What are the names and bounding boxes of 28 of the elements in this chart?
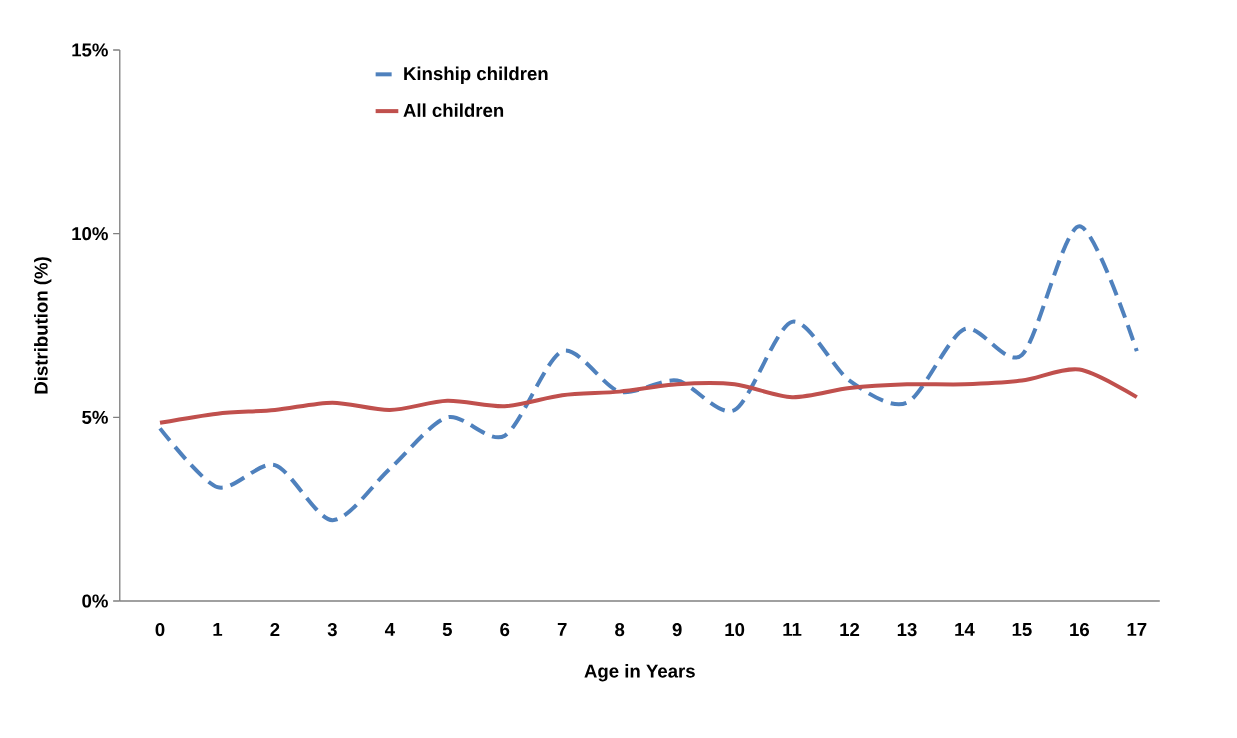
y-tick-label: 10% bbox=[72, 227, 108, 241]
x-tick-label: 7 bbox=[557, 623, 567, 636]
legend-label: All children bbox=[403, 103, 504, 118]
y-tick-label: 5% bbox=[82, 410, 108, 424]
x-tick-label: 11 bbox=[783, 623, 802, 636]
x-tick-label: 2 bbox=[270, 623, 280, 637]
x-tick-label: 1 bbox=[213, 623, 223, 636]
x-tick-label: 5 bbox=[442, 623, 452, 637]
x-tick-label: 4 bbox=[384, 623, 395, 636]
x-tick-label: 3 bbox=[327, 623, 337, 637]
x-tick-label: 12 bbox=[840, 623, 860, 637]
x-tick-label: 13 bbox=[897, 623, 917, 637]
x-axis-title: Age in Years bbox=[584, 664, 695, 682]
line-series bbox=[158, 367, 1139, 425]
x-tick-label: 0 bbox=[155, 623, 165, 637]
y-tick-label: 0% bbox=[82, 594, 108, 608]
x-tick-label: 15 bbox=[1012, 623, 1032, 637]
x-tick-label: 10 bbox=[725, 623, 745, 637]
line-series bbox=[158, 224, 1139, 523]
x-tick-label: 17 bbox=[1127, 623, 1147, 636]
x-tick-label: 8 bbox=[615, 623, 625, 637]
y-tick-label: 15% bbox=[72, 43, 108, 57]
x-tick-label: 14 bbox=[955, 623, 975, 636]
x-tick-label: 16 bbox=[1070, 623, 1090, 637]
y-axis-title: Distribution (%) bbox=[34, 257, 52, 394]
x-tick-label: 6 bbox=[500, 623, 510, 637]
x-tick-label: 9 bbox=[672, 623, 682, 637]
legend-label: Kinship children bbox=[404, 66, 548, 84]
